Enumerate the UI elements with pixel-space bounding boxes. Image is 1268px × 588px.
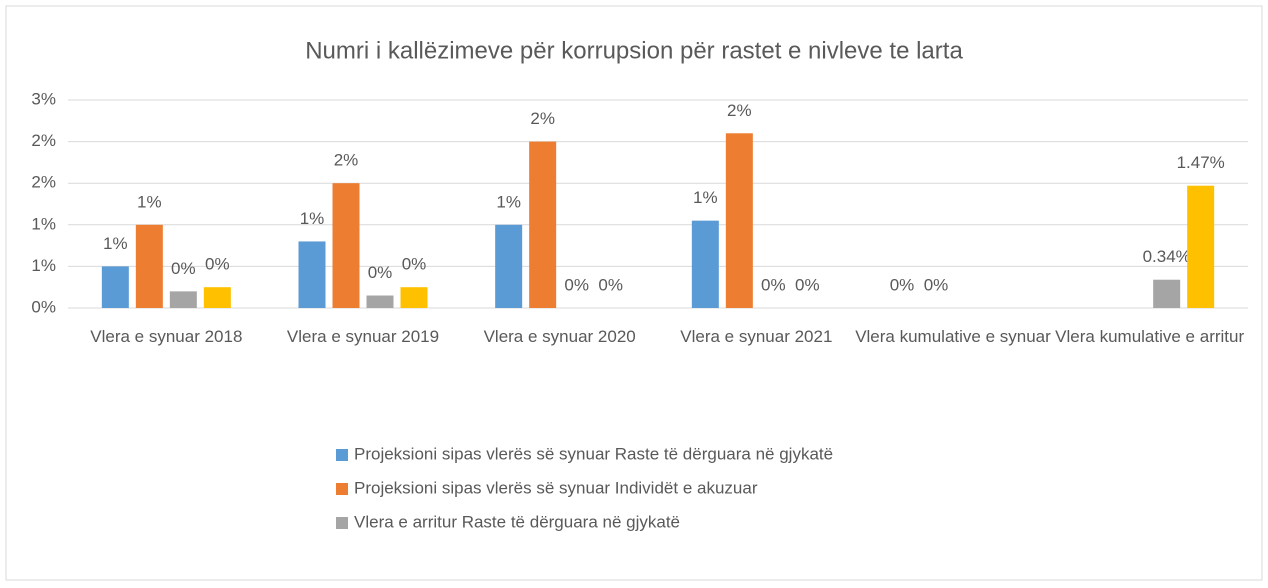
y-tick-label: 2% bbox=[31, 173, 56, 192]
x-tick-label: Vlera e synuar 2021 bbox=[680, 327, 833, 346]
x-tick-label: Vlera kumulative e arritur bbox=[1055, 327, 1245, 346]
data-label: 0% bbox=[368, 263, 393, 282]
data-label: 2% bbox=[530, 109, 555, 128]
data-label: 1% bbox=[300, 209, 325, 228]
x-tick-label-box: Vlera e synuar 2019 bbox=[286, 327, 440, 346]
data-label: 0% bbox=[924, 275, 949, 294]
data-label: 1% bbox=[103, 234, 128, 253]
bar bbox=[298, 241, 326, 308]
x-tick-label-box: Vlera kumulative e arritur bbox=[1055, 327, 1245, 346]
y-tick-label: 0% bbox=[31, 297, 56, 316]
y-tick-label: 1% bbox=[31, 214, 56, 233]
legend-swatch bbox=[336, 449, 348, 461]
legend-swatch bbox=[336, 483, 348, 495]
x-tick-label-box: Vlera kumulative e synuar bbox=[855, 327, 1051, 346]
data-label: 1% bbox=[693, 188, 718, 207]
bar bbox=[495, 224, 523, 308]
bar bbox=[691, 220, 719, 308]
bar bbox=[400, 287, 428, 308]
legend-swatch bbox=[336, 517, 348, 529]
data-label: 0% bbox=[402, 255, 427, 274]
x-tick-label: Vlera e synuar 2020 bbox=[483, 327, 636, 346]
data-label: 0.34% bbox=[1143, 247, 1191, 266]
y-tick-label: 1% bbox=[31, 256, 56, 275]
bar bbox=[529, 141, 557, 308]
data-label: 1.47% bbox=[1177, 153, 1225, 172]
data-label: 1% bbox=[137, 192, 162, 211]
x-tick-label-box: Vlera e synuar 2021 bbox=[680, 327, 833, 346]
bar bbox=[203, 287, 231, 308]
x-tick-label: Vlera e synuar 2018 bbox=[90, 327, 243, 346]
bar bbox=[725, 133, 753, 308]
legend-label: Projeksioni sipas vlerës së synuar Indiv… bbox=[354, 478, 758, 497]
data-label: 2% bbox=[727, 101, 752, 120]
data-label: 0% bbox=[205, 255, 230, 274]
data-label: 0% bbox=[171, 259, 196, 278]
bar bbox=[101, 266, 129, 308]
data-label: 0% bbox=[598, 275, 623, 294]
bar bbox=[169, 291, 197, 308]
bar bbox=[1187, 185, 1215, 308]
y-tick-label: 3% bbox=[31, 89, 56, 108]
bar bbox=[332, 183, 360, 308]
data-label: 0% bbox=[761, 275, 786, 294]
data-label: 0% bbox=[795, 275, 820, 294]
x-tick-label-box: Vlera e synuar 2020 bbox=[483, 327, 636, 346]
legend-label: Vlera e arritur Raste të dërguara në gjy… bbox=[354, 512, 680, 531]
bar bbox=[135, 224, 163, 308]
chart-title: Numri i kallëzimeve për korrupsion për r… bbox=[305, 37, 963, 64]
bar bbox=[1153, 279, 1181, 308]
x-tick-label: Vlera e synuar 2019 bbox=[286, 327, 440, 346]
data-label: 0% bbox=[890, 275, 915, 294]
data-label: 0% bbox=[564, 275, 589, 294]
y-tick-label: 2% bbox=[31, 131, 56, 150]
x-tick-label-box: Vlera e synuar 2018 bbox=[90, 327, 243, 346]
legend-label: Projeksioni sipas vlerës së synuar Raste… bbox=[354, 444, 833, 463]
data-label: 2% bbox=[334, 151, 359, 170]
bar bbox=[366, 295, 394, 308]
x-tick-label: Vlera kumulative e synuar bbox=[855, 327, 1051, 346]
data-label: 1% bbox=[496, 192, 521, 211]
